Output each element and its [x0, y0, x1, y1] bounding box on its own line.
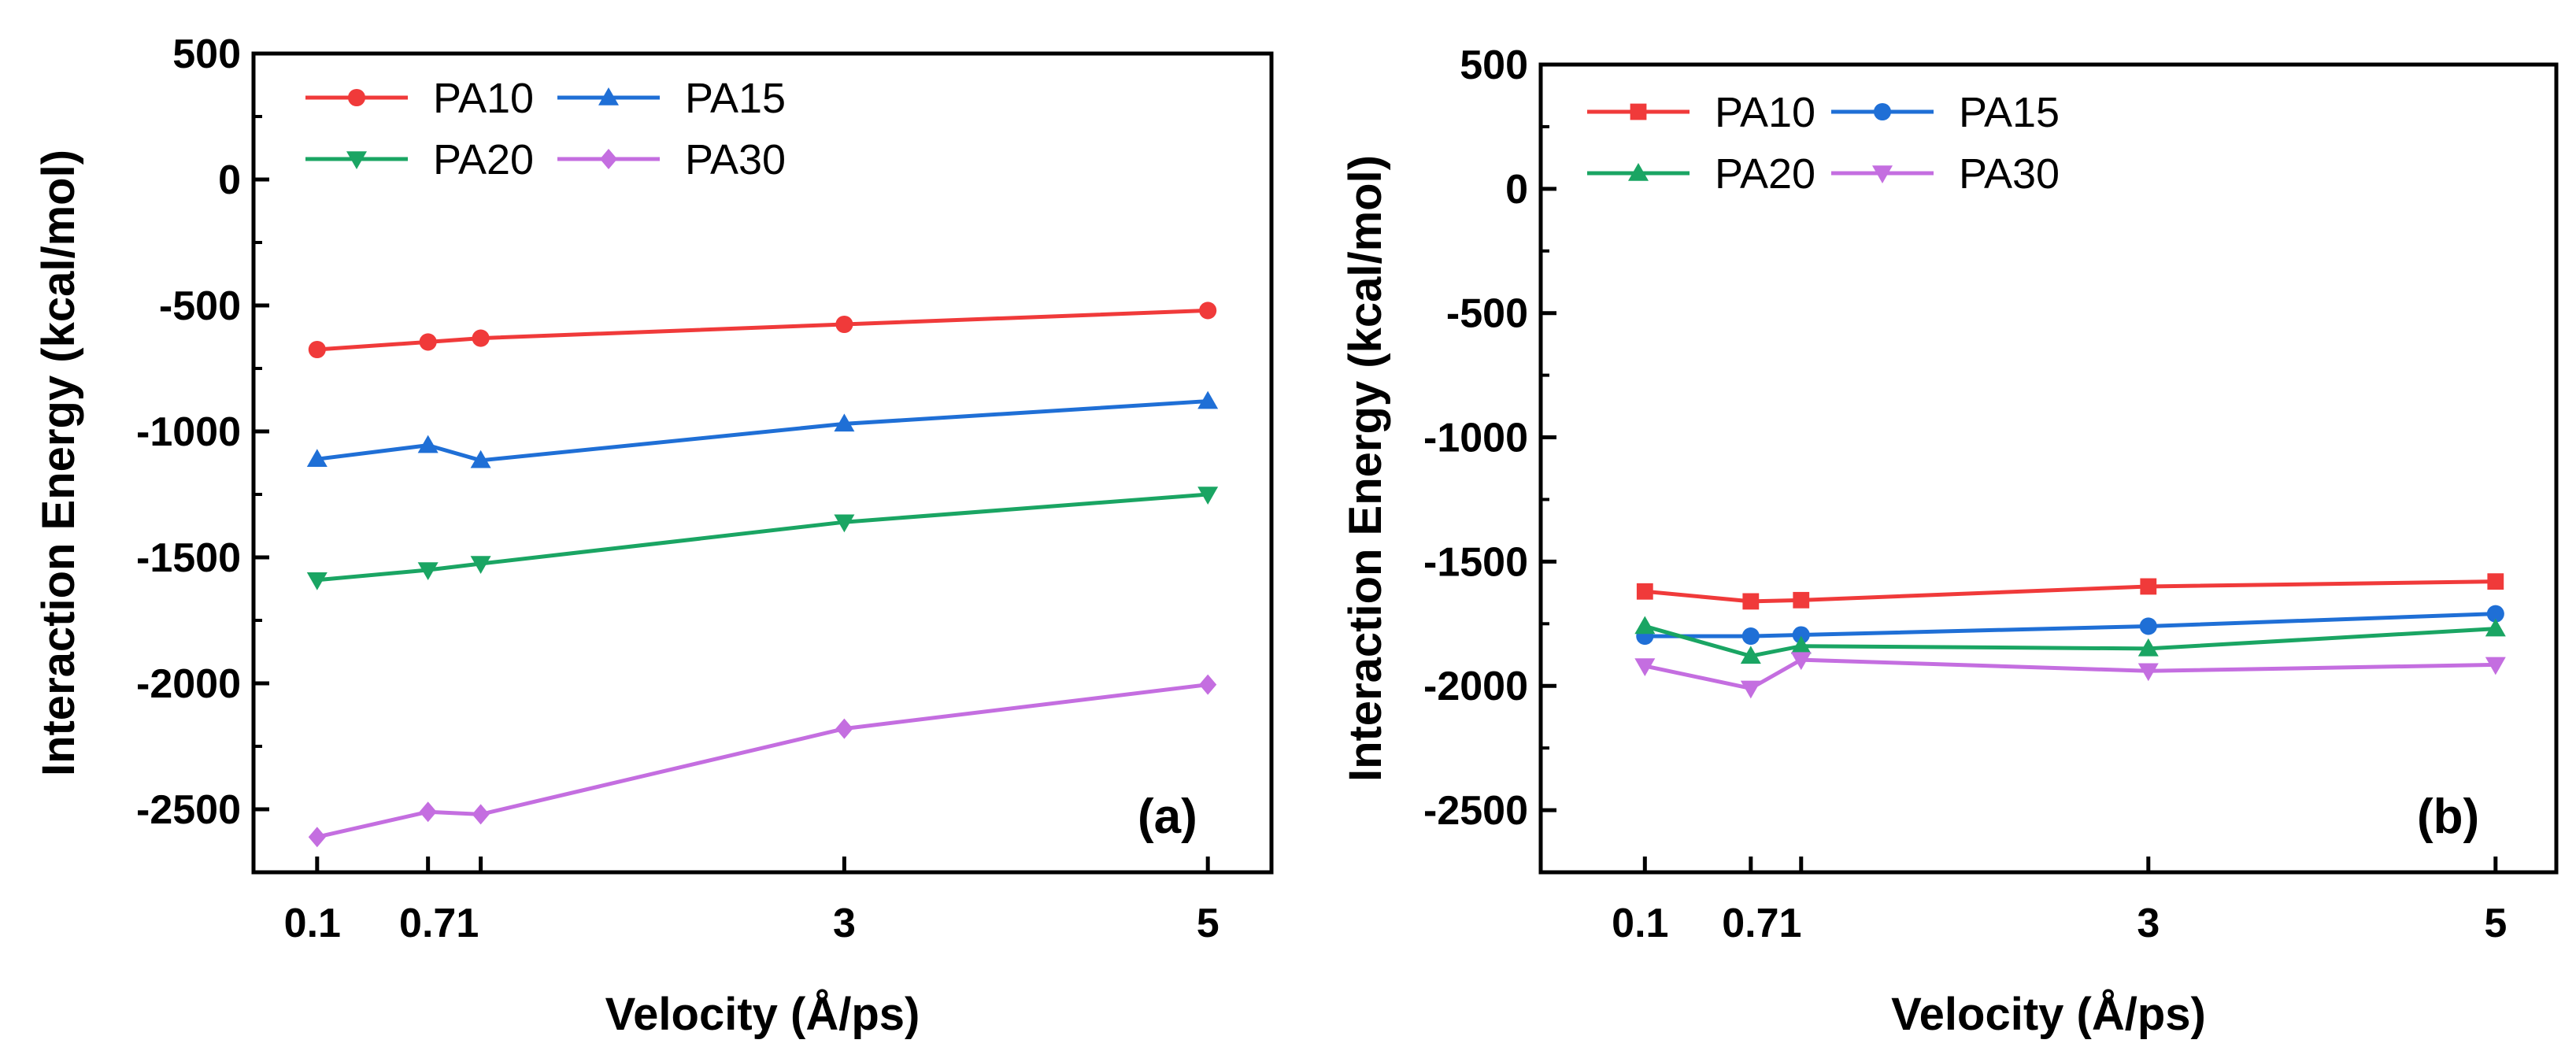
y-tick-label: -2500 [1423, 788, 1528, 834]
x-tick-label: 5 [1197, 901, 1220, 946]
chart-panel-b: 500 0 -500 -1000 -1500 -2000 -2500 0.1 0.71 3 5 Int… [1340, 43, 2559, 1040]
legend-label-pa15: PA15 [685, 75, 786, 122]
panel-label: (b) [2417, 790, 2479, 844]
y-tick-label: 500 [1460, 43, 1528, 88]
data-point-pa30 [835, 718, 853, 739]
data-point-pa10 [308, 340, 326, 359]
series-line-pa20 [316, 492, 1208, 583]
data-point-pa15 [834, 413, 855, 432]
panel-label: (a) [1138, 790, 1197, 844]
data-point-pa10 [1199, 302, 1217, 320]
series-line-pa10 [316, 308, 1208, 352]
data-point-pa15 [1197, 390, 1219, 409]
y-tick-label: 500 [172, 31, 241, 77]
legend-label-pa30: PA30 [685, 136, 786, 183]
legend-marker-pa20 [1628, 163, 1649, 181]
data-point-pa20 [1790, 635, 1812, 654]
legend-label-pa10: PA10 [433, 75, 534, 122]
data-point-pa20 [1197, 487, 1219, 505]
legend-marker-pa15 [1873, 102, 1892, 121]
y-tick-label: 0 [1505, 167, 1528, 213]
data-point-pa30 [2137, 663, 2159, 682]
data-point-pa15 [470, 450, 491, 468]
data-point-pa10 [2140, 578, 2157, 595]
data-point-pa15 [417, 435, 439, 453]
y-axis-title: Interaction Energy (kcal/mol) [33, 150, 84, 776]
data-point-pa10 [2487, 573, 2504, 590]
y-tick-label: -500 [1446, 291, 1528, 337]
y-tick-label: 0 [218, 157, 241, 203]
data-point-pa15 [2486, 605, 2504, 623]
data-point-pa10 [419, 333, 437, 351]
x-tick-label: 0.1 [284, 901, 341, 946]
data-point-pa30 [1634, 658, 1656, 676]
data-point-pa30 [419, 801, 437, 823]
data-point-pa30 [1199, 674, 1217, 695]
y-axis-title: Interaction Energy (kcal/mol) [1340, 155, 1391, 782]
data-point-pa15 [2139, 617, 2157, 635]
y-tick-label: -2000 [136, 661, 241, 707]
data-point-pa20 [1740, 646, 1761, 664]
legend-marker-pa10 [1630, 103, 1647, 120]
y-tick-label: -2500 [136, 787, 241, 833]
legend-marker-pa30 [1872, 165, 1893, 183]
chart-panel-a: 500 0 -500 -1000 -1500 -2000 -2500 0.1 0.71 3 5 Int… [33, 31, 1274, 1040]
plot-frame [1538, 62, 2559, 875]
legend-label-pa30: PA30 [1959, 150, 2060, 198]
x-tick-label: 5 [2484, 901, 2507, 946]
data-point-pa20 [834, 514, 855, 533]
plot-frame [251, 51, 1274, 875]
series-line-pa10 [1645, 579, 2496, 604]
data-point-pa30 [2485, 657, 2506, 675]
data-point-pa10 [1636, 583, 1653, 600]
data-point-pa30 [1790, 652, 1812, 671]
series-line-pa15 [316, 399, 1208, 463]
y-tick-label: -1500 [1423, 539, 1528, 585]
data-point-pa20 [470, 556, 491, 574]
data-point-pa15 [306, 449, 328, 467]
x-axis-title: Velocity (Å/ps) [1891, 989, 2206, 1040]
data-point-pa20 [306, 572, 328, 590]
data-point-pa10 [1742, 593, 1760, 610]
legend-marker-pa10 [347, 88, 366, 107]
data-point-pa30 [308, 827, 326, 848]
series-line-pa30 [316, 683, 1208, 839]
data-point-pa15 [1741, 627, 1760, 646]
y-tick-label: -1000 [136, 409, 241, 455]
x-tick-label: 3 [2137, 901, 2160, 946]
series-line-pa30 [1644, 657, 2496, 690]
legend-marker-pa15 [598, 87, 619, 105]
data-point-pa20 [1634, 616, 1656, 635]
y-tick-label: -1000 [1423, 416, 1528, 461]
y-tick-label: -500 [159, 283, 241, 329]
legend-label-pa20: PA20 [433, 136, 534, 183]
data-point-pa15 [1792, 626, 1810, 644]
y-tick-label: -2000 [1423, 664, 1528, 709]
y-tick-label: -1500 [136, 535, 241, 581]
data-point-pa30 [472, 804, 490, 825]
x-tick-label: 3 [833, 901, 856, 946]
legend-marker-pa20 [346, 151, 367, 169]
data-point-pa10 [1793, 591, 1810, 609]
legend-label-pa20: PA20 [1715, 150, 1815, 198]
legend-marker-pa30 [599, 149, 618, 169]
x-tick-label: 0.71 [399, 901, 479, 946]
x-tick-label: 0.1 [1612, 901, 1668, 946]
data-point-pa20 [2137, 638, 2159, 657]
series-line-pa15 [1645, 612, 2496, 638]
x-tick-label: 0.71 [1722, 901, 1801, 946]
data-point-pa30 [1740, 680, 1761, 699]
data-point-pa20 [417, 562, 439, 580]
legend-label-pa15: PA15 [1959, 89, 2060, 136]
data-point-pa10 [835, 315, 853, 334]
x-axis-title: Velocity (Å/ps) [605, 989, 920, 1040]
legend-label-pa10: PA10 [1715, 89, 1815, 136]
series-line-pa20 [1644, 624, 2496, 658]
data-point-pa20 [2485, 618, 2506, 637]
data-point-pa10 [472, 329, 490, 347]
